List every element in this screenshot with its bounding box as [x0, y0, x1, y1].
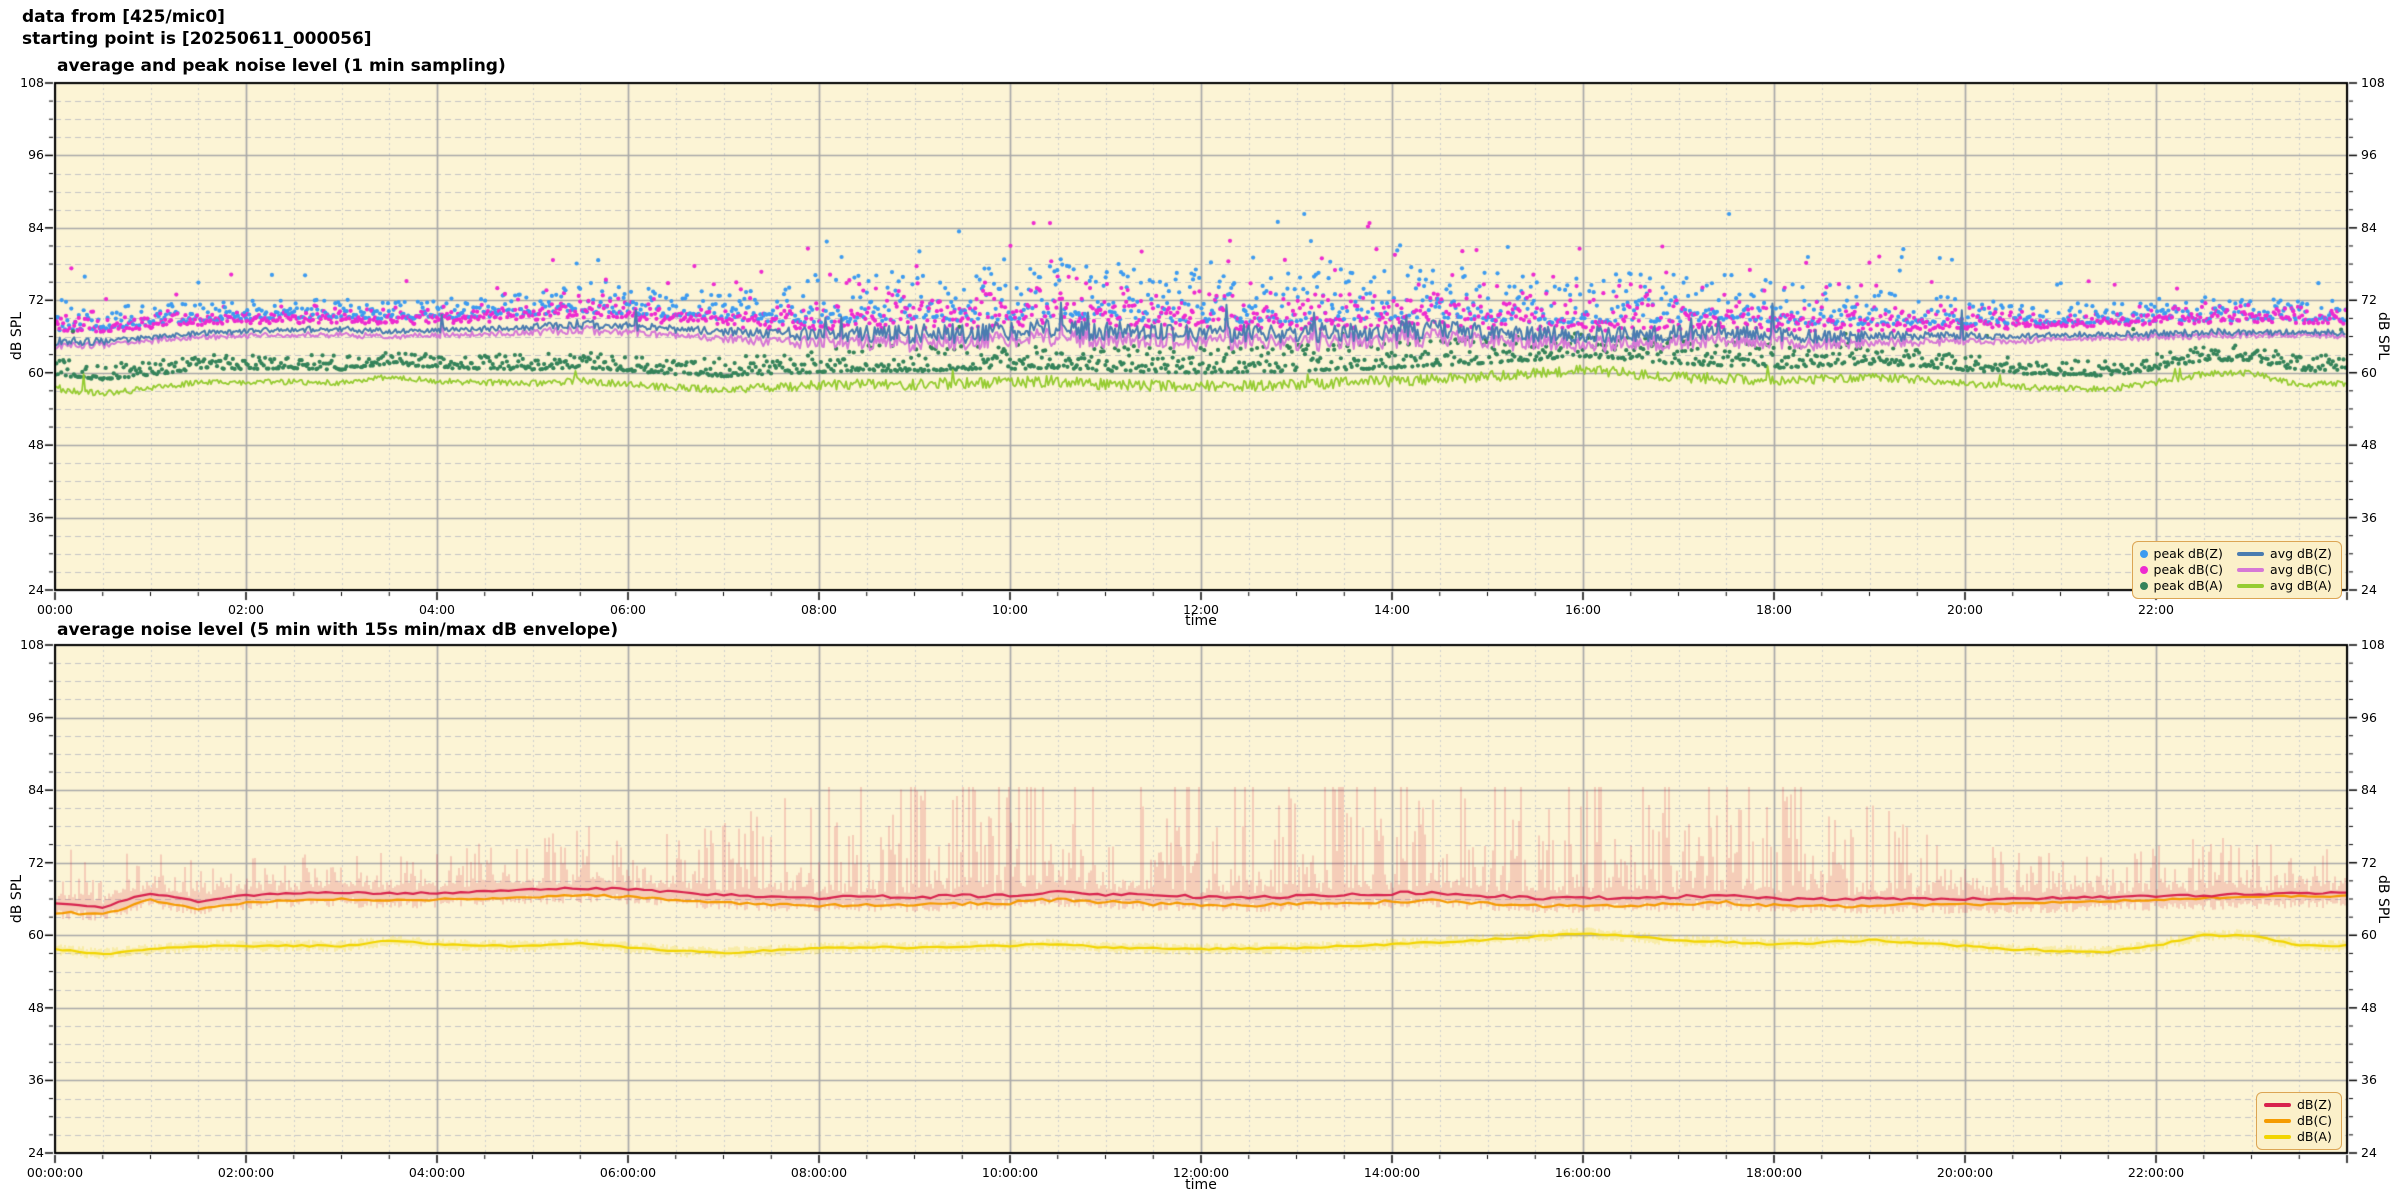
- legend-item-peak-dbc: peak dB(C): [2139, 562, 2224, 577]
- y-tick-label-left: 96: [28, 147, 44, 163]
- y-tick-label-right: 72: [2361, 292, 2377, 308]
- y-tick-label-right: 108: [2361, 75, 2385, 90]
- x-tick-label: 12:00: [1182, 602, 1220, 617]
- x-tick-label: 04:00:00: [408, 1165, 466, 1180]
- legend-item-avg-dba: avg dB(A): [2237, 578, 2332, 593]
- legend-item-dba: dB(A): [2264, 1129, 2332, 1144]
- dbz-line-icon: [2264, 1102, 2291, 1107]
- y-tick-label-right: 48: [2361, 437, 2377, 453]
- y-tick-label-left: 72: [28, 854, 44, 870]
- top-chart-canvas: [30, 68, 2372, 608]
- top-y-axis-label-left: dB SPL: [9, 311, 25, 361]
- legend-label: peak dB(A): [2153, 578, 2223, 593]
- x-tick-label: 16:00: [1564, 602, 1602, 617]
- top-x-axis-label: time: [1185, 613, 1217, 629]
- bottom-y-axis-label-left: dB SPL: [9, 874, 25, 924]
- avg-dbz-line-icon: [2237, 551, 2265, 556]
- header-line-2: starting point is [20250611_000056]: [22, 29, 372, 49]
- y-tick-label-left: 84: [28, 782, 44, 798]
- peak-dbc-marker-icon: [2139, 565, 2148, 574]
- x-tick-label: 02:00: [227, 602, 265, 617]
- x-tick-label: 00:00:00: [26, 1165, 84, 1180]
- x-tick-label: 20:00:00: [1936, 1165, 1994, 1180]
- legend-label: peak dB(C): [2153, 562, 2224, 577]
- x-tick-label: 18:00: [1755, 602, 1793, 617]
- x-tick-label: 04:00: [418, 602, 456, 617]
- bottom-y-axis-label-right: dB SPL: [2375, 874, 2391, 924]
- legend-item-dbc: dB(C): [2264, 1113, 2332, 1128]
- dbc-line-icon: [2264, 1118, 2291, 1123]
- y-tick-label-left: 72: [28, 292, 44, 308]
- legend-label: dB(Z): [2297, 1097, 2332, 1112]
- legend-column-peaks: peak dB(Z) peak dB(C) peak dB(A): [2139, 546, 2224, 593]
- legend-label: avg dB(Z): [2270, 546, 2332, 561]
- top-chart-legend: peak dB(Z) peak dB(C) peak dB(A) avg dB(…: [2131, 541, 2342, 599]
- avg-dbc-line-icon: [2237, 567, 2265, 572]
- y-tick-label-right: 24: [2361, 1145, 2377, 1160]
- x-tick-label: 08:00:00: [790, 1165, 848, 1180]
- x-tick-label: 14:00: [1373, 602, 1411, 617]
- dba-line-icon: [2264, 1134, 2291, 1139]
- x-tick-label: 16:00:00: [1554, 1165, 1612, 1180]
- x-tick-label: 06:00: [609, 602, 647, 617]
- legend-label: dB(A): [2297, 1129, 2332, 1144]
- x-tick-label: 08:00: [800, 602, 838, 617]
- y-tick-label-left: 36: [28, 509, 44, 525]
- x-tick-label: 22:00: [2137, 602, 2175, 617]
- x-tick-label: 14:00:00: [1363, 1165, 1421, 1180]
- y-tick-label-right: 108: [2361, 637, 2385, 652]
- y-tick-label-right: 24: [2361, 582, 2377, 597]
- legend-label: peak dB(Z): [2153, 546, 2223, 561]
- y-tick-label-left: 24: [28, 1145, 44, 1160]
- legend-label: avg dB(C): [2270, 562, 2332, 577]
- legend-label: dB(C): [2297, 1113, 2332, 1128]
- x-tick-label: 00:00: [36, 602, 74, 617]
- legend-column: dB(Z) dB(C) dB(A): [2264, 1097, 2332, 1144]
- top-y-axis-label-right: dB SPL: [2375, 311, 2391, 361]
- x-tick-label: 10:00: [991, 602, 1029, 617]
- peak-dbz-marker-icon: [2139, 549, 2148, 558]
- legend-item-peak-dba: peak dB(A): [2139, 578, 2224, 593]
- y-tick-label-left: 36: [28, 1072, 44, 1088]
- y-tick-label-right: 96: [2361, 147, 2377, 163]
- y-tick-label-right: 96: [2361, 709, 2377, 725]
- bottom-chart-legend: dB(Z) dB(C) dB(A): [2256, 1092, 2342, 1150]
- y-tick-label-left: 96: [28, 709, 44, 725]
- y-tick-label-left: 84: [28, 219, 44, 235]
- bottom-x-axis-label: time: [1185, 1177, 1217, 1193]
- x-tick-label: 20:00: [1946, 602, 1984, 617]
- y-tick-label-right: 48: [2361, 999, 2377, 1015]
- avg-dba-line-icon: [2237, 583, 2265, 588]
- x-tick-label: 06:00:00: [599, 1165, 657, 1180]
- x-tick-label: 18:00:00: [1745, 1165, 1803, 1180]
- bottom-chart-canvas: [30, 630, 2372, 1170]
- y-tick-label-right: 84: [2361, 219, 2377, 235]
- y-tick-label-left: 48: [28, 999, 44, 1015]
- x-tick-label: 12:00:00: [1172, 1165, 1230, 1180]
- y-tick-label-right: 60: [2361, 364, 2377, 380]
- legend-item-avg-dbz: avg dB(Z): [2237, 546, 2332, 561]
- x-tick-label: 02:00:00: [217, 1165, 275, 1180]
- y-tick-label-left: 60: [28, 927, 44, 943]
- legend-label: avg dB(A): [2270, 578, 2332, 593]
- y-tick-label-left: 60: [28, 364, 44, 380]
- y-tick-label-left: 108: [20, 75, 44, 90]
- legend-item-avg-dbc: avg dB(C): [2237, 562, 2332, 577]
- y-tick-label-right: 60: [2361, 927, 2377, 943]
- x-tick-label: 22:00:00: [2127, 1165, 2185, 1180]
- legend-item-dbz: dB(Z): [2264, 1097, 2332, 1112]
- y-tick-label-right: 84: [2361, 782, 2377, 798]
- header-line-1: data from [425/mic0]: [22, 7, 225, 27]
- y-tick-label-left: 108: [20, 637, 44, 652]
- y-tick-label-right: 36: [2361, 1072, 2377, 1088]
- y-tick-label-left: 24: [28, 582, 44, 597]
- x-tick-label: 10:00:00: [981, 1165, 1039, 1180]
- y-tick-label-left: 48: [28, 437, 44, 453]
- y-tick-label-right: 36: [2361, 509, 2377, 525]
- peak-dba-marker-icon: [2139, 581, 2148, 590]
- legend-item-peak-dbz: peak dB(Z): [2139, 546, 2224, 561]
- legend-column-avgs: avg dB(Z) avg dB(C) avg dB(A): [2237, 546, 2332, 593]
- y-tick-label-right: 72: [2361, 854, 2377, 870]
